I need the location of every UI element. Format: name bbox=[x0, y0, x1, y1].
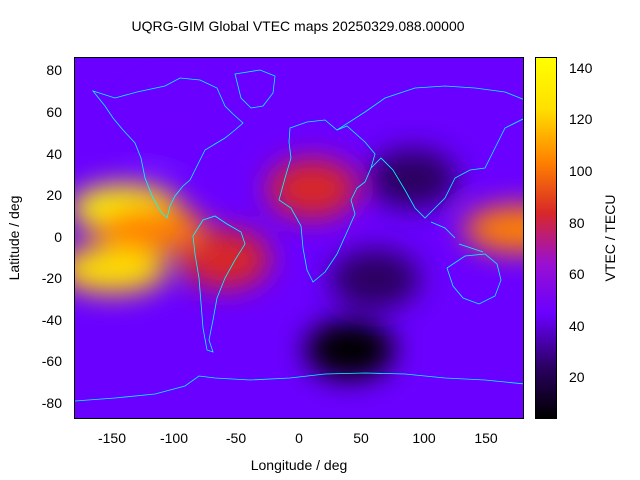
y-tick-label: 60 bbox=[46, 104, 62, 120]
y-tick-label: 80 bbox=[46, 62, 62, 78]
vtec-map bbox=[75, 58, 523, 418]
vtec-feature bbox=[305, 319, 395, 380]
vtec-feature bbox=[130, 88, 220, 149]
y-tick-label: -80 bbox=[41, 395, 62, 411]
colorbar-label: VTEC / TECU bbox=[602, 194, 618, 282]
colorbar-tick-label: 80 bbox=[569, 215, 585, 231]
y-tick-label: -60 bbox=[41, 353, 62, 369]
colorbar-tick-label: 120 bbox=[569, 111, 593, 127]
vtec-feature bbox=[330, 249, 420, 310]
vtec-feature bbox=[180, 229, 270, 290]
y-tick-label: 40 bbox=[46, 146, 62, 162]
x-axis-label: Longitude / deg bbox=[250, 457, 348, 473]
colorbar-tick-label: 20 bbox=[569, 369, 585, 385]
x-tick-label: 0 bbox=[295, 430, 303, 446]
vtec-feature bbox=[463, 204, 523, 253]
colorbar-tick-label: 100 bbox=[569, 163, 593, 179]
y-tick-label: -40 bbox=[41, 312, 62, 328]
plot-area bbox=[74, 57, 524, 419]
x-tick-label: 100 bbox=[412, 430, 436, 446]
x-tick-label: -50 bbox=[225, 430, 247, 446]
colorbar-tick-label: 140 bbox=[569, 60, 593, 76]
vtec-field bbox=[75, 88, 523, 380]
x-tick-label: -100 bbox=[159, 430, 189, 446]
y-axis-label: Latitude / deg bbox=[6, 195, 22, 281]
y-tick-label: 20 bbox=[46, 187, 62, 203]
colorbar-tick-label: 60 bbox=[569, 266, 585, 282]
vtec-feature bbox=[267, 158, 358, 219]
colorbar bbox=[535, 57, 557, 419]
vtec-feature bbox=[95, 204, 205, 253]
chart-title: UQRG-GIM Global VTEC maps 20250329.088.0… bbox=[131, 18, 465, 34]
x-tick-label: -150 bbox=[97, 430, 127, 446]
vtec-feature bbox=[75, 245, 168, 294]
vtec-feature bbox=[367, 148, 458, 209]
x-tick-label: 50 bbox=[353, 430, 369, 446]
colorbar-tick-label: 40 bbox=[569, 318, 585, 334]
coastlines bbox=[75, 69, 523, 402]
x-tick-label: 150 bbox=[474, 430, 498, 446]
y-tick-label: 0 bbox=[54, 229, 62, 245]
y-tick-label: -20 bbox=[41, 270, 62, 286]
